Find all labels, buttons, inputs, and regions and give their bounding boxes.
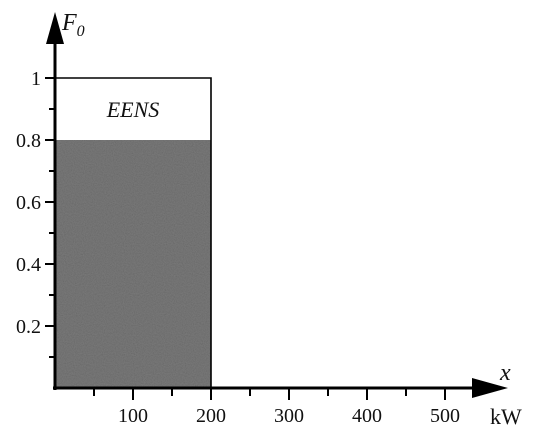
shaded-area xyxy=(55,140,211,388)
x-tick-label: 200 xyxy=(196,405,226,427)
y-axis-label: F0 xyxy=(61,10,85,40)
cdf-outline xyxy=(55,77,212,388)
y-ticks: 0.2 0.4 0.6 0.8 1 xyxy=(16,68,55,358)
y-tick-label: 0.8 xyxy=(16,130,41,152)
x-tick-label: 300 xyxy=(274,405,304,427)
eens-label: EENS xyxy=(106,97,160,122)
x-tick-label: 400 xyxy=(352,405,382,427)
y-tick-label: 0.2 xyxy=(16,316,41,338)
x-tick-label: 100 xyxy=(118,405,148,427)
y-tick-label: 0.4 xyxy=(16,254,41,276)
y-tick-label: 1 xyxy=(31,68,41,90)
y-axis-label-main: F xyxy=(61,10,77,36)
x-axis-label: x xyxy=(499,360,511,386)
y-axis-arrow xyxy=(46,12,64,44)
y-axis-label-sub: 0 xyxy=(77,23,85,40)
x-axis-arrow xyxy=(472,378,508,398)
y-tick-label: 0.6 xyxy=(16,192,41,214)
x-tick-label: 500 xyxy=(430,405,460,427)
x-axis-unit: kW xyxy=(490,404,522,429)
x-ticks: 100 200 300 400 500 xyxy=(93,388,460,427)
